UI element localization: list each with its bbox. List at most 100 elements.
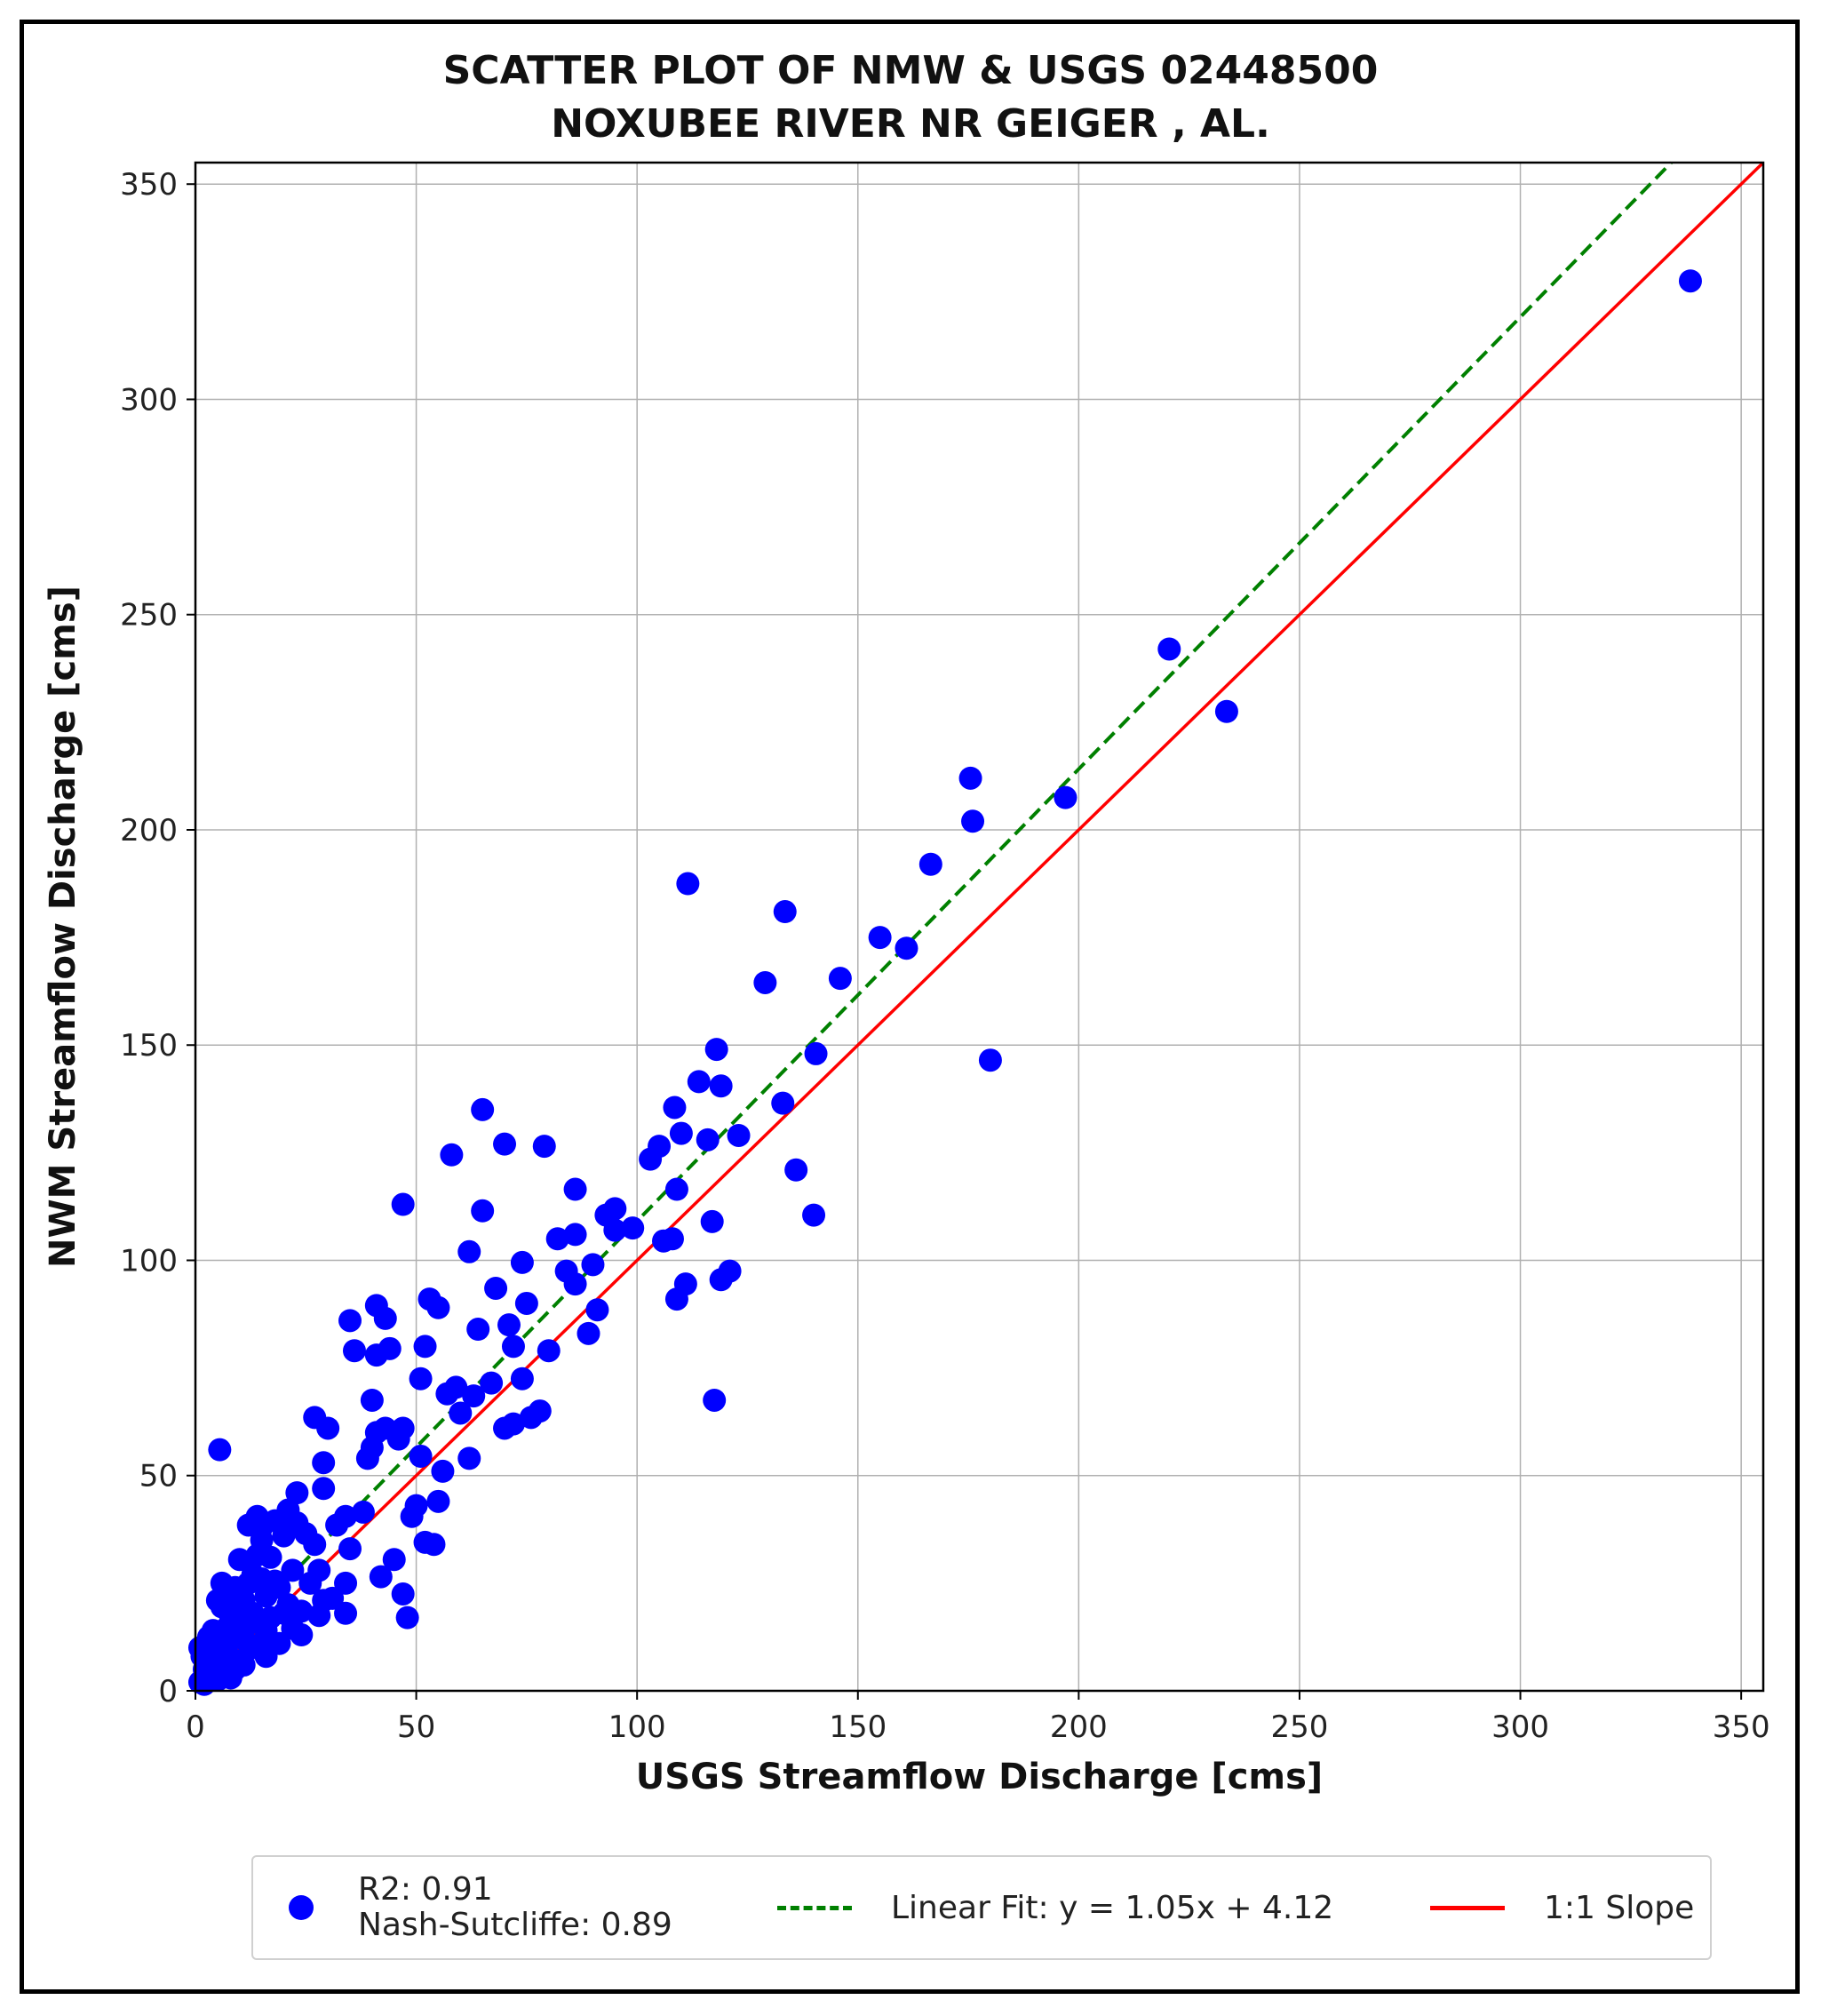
data-point (187, 1670, 211, 1694)
data-point (700, 1209, 724, 1233)
data-point (802, 1203, 826, 1227)
axis-ticks: 0 50 100 150 200 250 300 350 0 50 100 150 200 250 300 3… (120, 167, 1770, 1745)
figure-frame (20, 20, 1800, 1994)
data-point (581, 1253, 605, 1277)
x-tick-label: 200 (1050, 1709, 1108, 1745)
data-points (187, 269, 1702, 1696)
data-point (334, 1571, 358, 1595)
legend: R2: 0.91 Nash-Sutcliffe: 0.89 Linear Fit… (251, 1855, 1712, 1960)
data-point (449, 1401, 473, 1425)
data-point (303, 1406, 327, 1430)
legend-entry-fit: Linear Fit: y = 1.05x + 4.12 (777, 1857, 1333, 1958)
y-tick-label: 200 (120, 813, 178, 849)
data-point (364, 1343, 388, 1367)
legend-stats: R2: 0.91 Nash-Sutcliffe: 0.89 (358, 1872, 672, 1943)
data-point (334, 1601, 358, 1625)
data-point (585, 1298, 609, 1322)
data-point (669, 1121, 693, 1145)
legend-r2: R2: 0.91 (358, 1871, 493, 1908)
data-point (958, 766, 982, 790)
data-point (532, 1135, 556, 1159)
data-point (577, 1321, 600, 1345)
data-point (727, 1123, 751, 1147)
data-point (639, 1147, 663, 1171)
data-point (307, 1604, 331, 1628)
chart-title: SCATTER PLOT OF NMW & USGS 02448500 NOXU… (0, 44, 1821, 151)
x-tick-label: 50 (397, 1709, 435, 1745)
y-tick-label: 100 (120, 1243, 178, 1279)
data-point (245, 1543, 269, 1567)
data-point (493, 1416, 517, 1440)
data-point (696, 1128, 720, 1151)
data-point (236, 1513, 260, 1537)
data-point (519, 1406, 543, 1430)
x-tick-label: 0 (186, 1709, 205, 1745)
data-point (603, 1218, 627, 1242)
x-tick-label: 150 (829, 1709, 887, 1745)
data-point (771, 1091, 795, 1115)
data-point (417, 1287, 441, 1311)
data-point (369, 1565, 393, 1589)
y-tick-label: 350 (120, 167, 178, 203)
data-point (360, 1388, 384, 1412)
data-point (426, 1489, 450, 1513)
chart-title-line-2: NOXUBEE RIVER NR GEIGER , AL. (551, 101, 1270, 147)
data-point (753, 970, 777, 994)
reference-lines (194, 161, 1765, 1693)
data-point (391, 1582, 415, 1606)
data-point (232, 1653, 256, 1677)
data-point (484, 1276, 508, 1300)
data-point (435, 1382, 459, 1406)
data-point (978, 1048, 1002, 1072)
data-point (704, 1038, 728, 1062)
linear-fit-line (194, 161, 1673, 1675)
data-point (355, 1446, 379, 1470)
data-point (298, 1571, 322, 1595)
data-point (563, 1223, 587, 1247)
data-point (413, 1335, 437, 1359)
x-tick-label: 350 (1713, 1709, 1770, 1745)
legend-fit-label: Linear Fit: y = 1.05x + 4.12 (891, 1889, 1334, 1926)
data-point (709, 1268, 733, 1292)
x-axis-label: USGS Streamflow Discharge [cms] (636, 1757, 1323, 1797)
data-point (325, 1513, 349, 1537)
data-point (462, 1384, 486, 1408)
legend-marker-points (289, 1895, 314, 1920)
data-point (1157, 637, 1181, 661)
data-point (709, 1074, 733, 1098)
data-point (961, 809, 985, 833)
data-point (773, 900, 797, 924)
data-point (497, 1313, 521, 1337)
data-point (342, 1339, 366, 1363)
y-tick-label: 250 (120, 598, 178, 633)
data-point (281, 1558, 305, 1582)
data-point (664, 1177, 688, 1201)
data-point (918, 852, 942, 876)
data-point (382, 1548, 406, 1572)
x-tick-label: 100 (608, 1709, 666, 1745)
data-point (652, 1229, 676, 1253)
data-point (784, 1158, 808, 1182)
y-tick-label: 50 (139, 1459, 178, 1494)
data-point (187, 1636, 211, 1660)
data-point (480, 1371, 504, 1395)
data-point (351, 1500, 375, 1524)
data-point (663, 1096, 687, 1120)
data-point (1054, 785, 1077, 809)
data-point (510, 1250, 534, 1274)
data-point (391, 1192, 415, 1216)
plot-area-frame (194, 161, 1765, 1693)
legend-nash-sutcliffe: Nash-Sutcliffe: 0.89 (358, 1907, 672, 1943)
data-point (227, 1548, 251, 1572)
y-tick-label: 300 (120, 382, 178, 418)
data-point (687, 1070, 711, 1094)
data-point (1214, 699, 1238, 723)
data-point (457, 1239, 481, 1263)
legend-marker-one-to-one (1430, 1905, 1505, 1910)
data-point (537, 1339, 561, 1363)
data-point (493, 1132, 517, 1156)
data-point (471, 1199, 495, 1223)
x-tick-label: 300 (1491, 1709, 1549, 1745)
data-point (338, 1309, 362, 1333)
